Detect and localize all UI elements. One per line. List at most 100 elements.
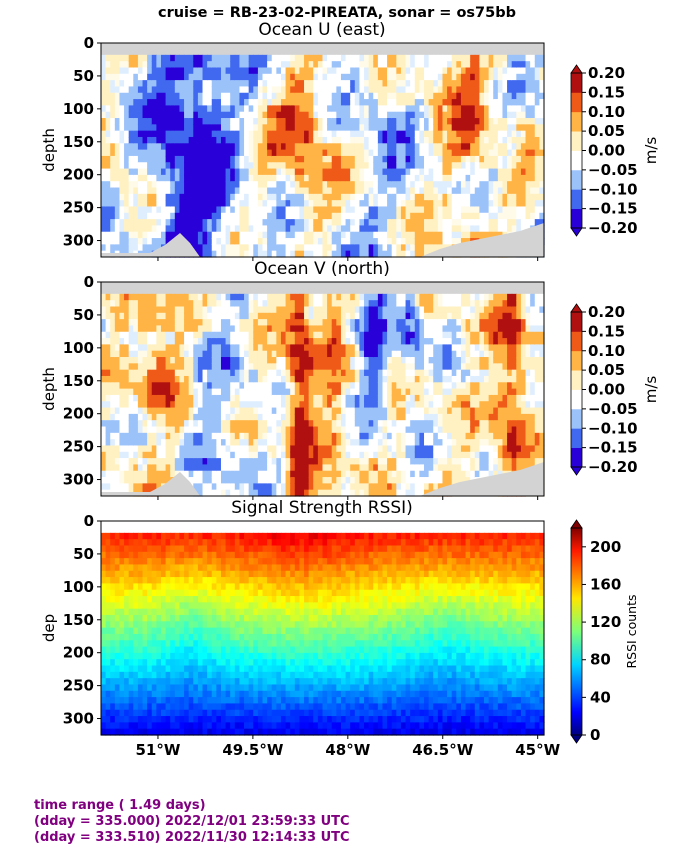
- heatmap-cell: [156, 350, 162, 358]
- heatmap-cell: [267, 86, 273, 94]
- heatmap-cell: [327, 149, 333, 157]
- heatmap-cell: [299, 149, 305, 157]
- heatmap-cell: [156, 331, 162, 339]
- heatmap-cell: [110, 80, 116, 88]
- heatmap-cell: [276, 206, 282, 214]
- heatmap-cell: [248, 401, 254, 409]
- heatmap-cell: [304, 143, 310, 151]
- heatmap-cell: [253, 458, 259, 466]
- heatmap-cell: [331, 369, 337, 377]
- heatmap-cell: [433, 143, 439, 151]
- heatmap-cell: [304, 420, 310, 428]
- heatmap-cell: [507, 219, 513, 227]
- heatmap-cell: [285, 231, 291, 239]
- heatmap-cell: [405, 124, 411, 132]
- heatmap-cell: [294, 369, 301, 377]
- heatmap-cell: [119, 458, 125, 466]
- heatmap-cell: [294, 401, 301, 409]
- heatmap-cell: [156, 61, 162, 69]
- heatmap-cell: [244, 124, 250, 132]
- heatmap-cell: [350, 219, 356, 227]
- heatmap-cell: [331, 319, 337, 327]
- heatmap-cell: [197, 312, 204, 320]
- heatmap-cell: [340, 293, 347, 301]
- heatmap-cell: [267, 174, 273, 182]
- heatmap-cell: [271, 200, 277, 208]
- heatmap-cell: [364, 445, 370, 453]
- heatmap-cell: [313, 193, 319, 201]
- heatmap-cell: [308, 54, 314, 62]
- heatmap-cell: [170, 143, 176, 151]
- heatmap-cell: [488, 181, 494, 189]
- heatmap-cell: [350, 61, 356, 69]
- heatmap-cell: [359, 483, 365, 491]
- heatmap-cell: [470, 105, 476, 113]
- heatmap-cell: [294, 73, 301, 81]
- heatmap-cell: [151, 86, 157, 94]
- heatmap-cell: [373, 54, 379, 62]
- heatmap-cell: [345, 219, 351, 227]
- heatmap-cell: [456, 80, 462, 88]
- heatmap-cell: [271, 86, 277, 94]
- heatmap-cell: [110, 319, 116, 327]
- heatmap-cell: [280, 73, 287, 81]
- heatmap-cell: [202, 426, 208, 434]
- heatmap-cell: [525, 99, 531, 106]
- heatmap-cell: [304, 92, 310, 100]
- heatmap-cell: [124, 136, 130, 144]
- heatmap-cell: [244, 325, 250, 333]
- heatmap-cell: [433, 162, 439, 170]
- heatmap-cell: [267, 168, 273, 176]
- heatmap-cell: [225, 363, 231, 371]
- heatmap-cell: [188, 73, 194, 81]
- heatmap-cell: [460, 99, 467, 106]
- heatmap-cell: [368, 250, 374, 258]
- heatmap-cell: [317, 350, 324, 358]
- heatmap-cell: [331, 136, 337, 144]
- heatmap-cell: [244, 319, 250, 327]
- heatmap-cell: [294, 477, 301, 484]
- heatmap-cell: [271, 61, 277, 69]
- heatmap-cell: [220, 80, 227, 88]
- heatmap-cell: [124, 206, 130, 214]
- heatmap-cell: [534, 61, 540, 69]
- heatmap-cell: [101, 401, 107, 409]
- heatmap-cell: [322, 200, 328, 208]
- heatmap-cell: [244, 80, 250, 88]
- heatmap-cell: [322, 118, 328, 125]
- heatmap-cell: [271, 238, 277, 245]
- heatmap-cell: [257, 143, 264, 151]
- heatmap-cell: [202, 118, 208, 125]
- heatmap-cell: [244, 338, 250, 345]
- heatmap-cell: [447, 92, 453, 100]
- heatmap-cell: [234, 92, 241, 100]
- heatmap-cell: [239, 319, 245, 327]
- heatmap-cell: [239, 458, 245, 466]
- heatmap-cell: [331, 238, 337, 245]
- heatmap-cell: [493, 67, 499, 75]
- heatmap-cell: [142, 369, 148, 377]
- heatmap-cell: [345, 86, 351, 94]
- heatmap-cell: [188, 382, 194, 390]
- heatmap-cell: [368, 92, 374, 100]
- heatmap-cell: [207, 181, 213, 189]
- heatmap-cell: [479, 219, 485, 227]
- heatmap-cell: [497, 225, 504, 233]
- heatmap-cell: [147, 80, 153, 88]
- heatmap-cell: [197, 306, 204, 314]
- heatmap-cell: [405, 86, 411, 94]
- heatmap-cell: [184, 338, 190, 345]
- heatmap-cell: [262, 238, 268, 245]
- heatmap-cell: [280, 420, 287, 428]
- heatmap-cell: [257, 219, 264, 227]
- heatmap-cell: [350, 212, 356, 220]
- heatmap-cell: [244, 439, 250, 447]
- heatmap-cell: [285, 54, 291, 62]
- heatmap-cell: [165, 470, 171, 478]
- heatmap-cell: [220, 181, 227, 189]
- heatmap-cell: [193, 439, 199, 447]
- heatmap-cell: [387, 99, 393, 106]
- heatmap-cell: [114, 238, 121, 245]
- heatmap-cell: [290, 420, 296, 428]
- heatmap-cell: [179, 143, 185, 151]
